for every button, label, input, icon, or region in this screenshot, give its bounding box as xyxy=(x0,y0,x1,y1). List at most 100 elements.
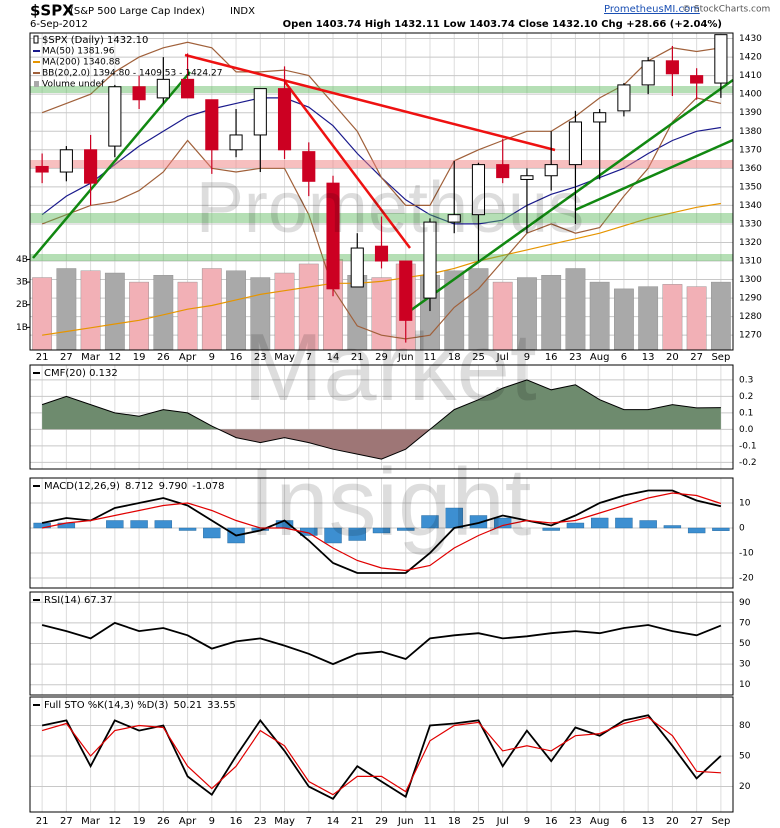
legend-label: BB(20,2.0) 1394.80 - 1409.53 - 1424.27 xyxy=(42,69,222,79)
x-tick-label: 16 xyxy=(545,352,558,363)
panel-border xyxy=(29,32,734,351)
x-tick-label: 27 xyxy=(60,352,73,363)
y-tick-label: 1340 xyxy=(739,201,762,211)
histogram-bar xyxy=(542,527,560,531)
x-tick-label: Sep xyxy=(711,816,730,827)
symbol: $SPX xyxy=(30,2,74,20)
y-tick-label: 50 xyxy=(739,639,751,649)
volume-bar xyxy=(541,275,562,351)
x-tick-label: 9 xyxy=(524,352,530,363)
legend-label: Volume undef xyxy=(42,80,105,90)
volume-bar xyxy=(662,284,683,351)
y-tick-label: 1430 xyxy=(739,34,762,44)
histogram-bar xyxy=(566,522,585,529)
volume-bar xyxy=(589,281,610,351)
y-tick-label: 80 xyxy=(739,721,751,731)
candle-body xyxy=(690,75,704,84)
histogram-bar xyxy=(130,520,148,529)
y-tick-label: -10 xyxy=(739,549,754,559)
candle-body xyxy=(447,214,461,223)
legend-label: MA(200) 1340.88 xyxy=(42,58,120,68)
x-tick-label: 12 xyxy=(108,352,121,363)
candle-body xyxy=(471,164,486,216)
volume-tick-label: 4B xyxy=(16,255,28,265)
y-tick-label: 90 xyxy=(739,598,751,608)
x-tick-label: 16 xyxy=(545,816,558,827)
histogram-bar xyxy=(397,527,415,531)
y-tick-label: 0.2 xyxy=(739,392,753,402)
trendline xyxy=(399,78,734,320)
trendline xyxy=(574,138,734,212)
x-tick-label: 19 xyxy=(133,816,146,827)
y-tick-label: 1390 xyxy=(739,108,762,118)
legend-label: $SPX (Daily) 1432.10 xyxy=(42,35,148,46)
y-tick-label: 1330 xyxy=(739,219,762,229)
x-tick-label: 21 xyxy=(36,352,49,363)
volume-bar xyxy=(710,281,731,351)
candle-body xyxy=(181,78,195,99)
y-tick-label: 20 xyxy=(739,782,751,792)
y-tick-label: 1300 xyxy=(739,275,762,285)
x-tick-label: 26 xyxy=(157,352,170,363)
x-tick-label: 16 xyxy=(230,816,243,827)
volume-bar xyxy=(614,288,634,351)
panel-title: MACD(12,26,9) xyxy=(44,481,120,492)
legend-label: 9.790 xyxy=(159,481,188,492)
date: 6-Sep-2012 xyxy=(30,19,88,30)
y-tick-label: 10 xyxy=(739,499,751,509)
volume-bar xyxy=(129,281,149,351)
y-tick-label: 1370 xyxy=(739,145,762,155)
legend-label: 33.55 xyxy=(207,700,236,711)
watermark: Prometheus xyxy=(196,168,584,248)
x-tick-label: 9 xyxy=(209,816,215,827)
x-tick-label: 18 xyxy=(448,352,461,363)
y-tick-label: 30 xyxy=(739,660,751,670)
candle-body xyxy=(302,151,316,182)
candle-body xyxy=(277,88,292,151)
panel-border xyxy=(29,591,734,696)
histogram-bar xyxy=(663,525,682,529)
overlay-line xyxy=(41,97,722,340)
candle-body xyxy=(399,260,413,321)
volume-bar xyxy=(686,286,707,351)
panel-border xyxy=(29,696,734,813)
x-tick-label: 20 xyxy=(666,352,679,363)
y-tick-label: -0.1 xyxy=(739,441,757,451)
y-tick-label: 1380 xyxy=(739,127,762,137)
x-tick-label: 23 xyxy=(254,816,267,827)
watermark: Market xyxy=(243,314,536,421)
x-tick-label: 27 xyxy=(60,816,73,827)
x-tick-label: 14 xyxy=(327,816,340,827)
volume-tick-label: 3B xyxy=(16,278,28,288)
x-tick-label: 23 xyxy=(254,352,267,363)
candle-body xyxy=(593,112,607,123)
histogram-bar xyxy=(421,515,439,529)
x-tick-label: 21 xyxy=(36,816,49,827)
x-tick-label: 29 xyxy=(375,352,388,363)
x-tick-label: Jun xyxy=(397,816,414,827)
x-tick-label: 21 xyxy=(351,816,364,827)
histogram-bar xyxy=(324,527,342,544)
candle-body xyxy=(665,60,679,75)
histogram-bar xyxy=(687,527,706,534)
site-link[interactable]: PrometheusMI.com xyxy=(604,4,700,15)
histogram-bar xyxy=(469,515,488,529)
x-tick-label: Apr xyxy=(179,816,197,827)
candle-body xyxy=(568,121,582,166)
volume-bar xyxy=(80,270,101,351)
x-tick-label: 19 xyxy=(133,352,146,363)
y-tick-label: 1400 xyxy=(739,90,762,100)
candle-body xyxy=(108,86,122,147)
volume-bar xyxy=(56,268,77,351)
volume-tick-label: 1B xyxy=(16,323,28,333)
trendline xyxy=(284,81,411,249)
volume-bar xyxy=(32,277,53,351)
x-tick-label: 27 xyxy=(690,816,703,827)
x-tick-label: 13 xyxy=(642,352,655,363)
x-tick-label: May xyxy=(274,352,295,363)
candle-body xyxy=(59,149,73,173)
histogram-bar xyxy=(348,527,366,541)
x-tick-label: Jun xyxy=(397,352,414,363)
panel-title: RSI(14) 67.37 xyxy=(44,595,113,606)
x-tick-label: 23 xyxy=(569,816,582,827)
